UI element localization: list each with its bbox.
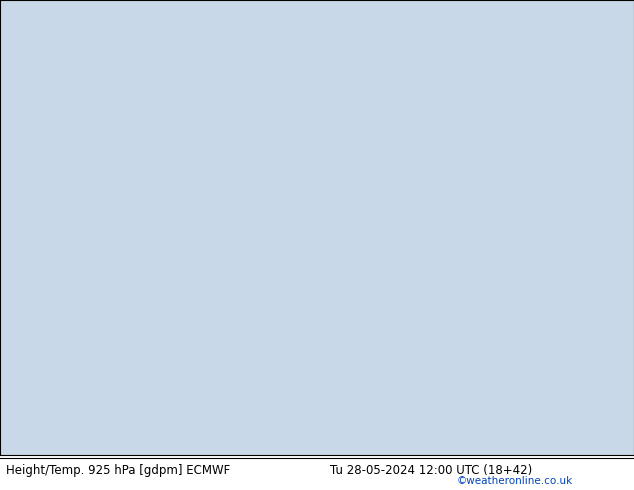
Text: Tu 28-05-2024 12:00 UTC (18+42): Tu 28-05-2024 12:00 UTC (18+42) [330, 464, 532, 477]
Text: Height/Temp. 925 hPa [gdpm] ECMWF: Height/Temp. 925 hPa [gdpm] ECMWF [6, 464, 231, 477]
Text: ©weatheronline.co.uk: ©weatheronline.co.uk [456, 476, 573, 487]
